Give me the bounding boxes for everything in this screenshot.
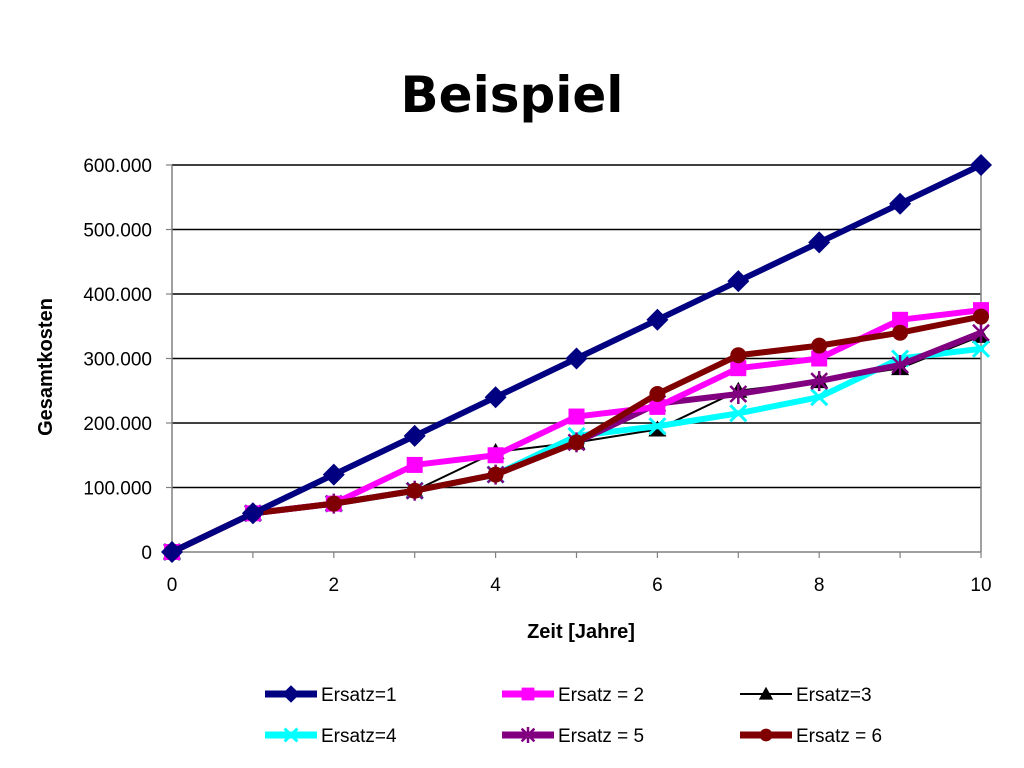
legend-label-3: Ersatz=3 xyxy=(796,685,872,706)
series-6-point-2 xyxy=(325,495,342,512)
y-tick-labels: 0 100.000 200.000 300.000 400.000 500.000 600.… xyxy=(83,156,152,564)
x-tick-labels: 0 2 4 6 8 10 xyxy=(167,575,992,596)
series-5-point-10 xyxy=(972,322,990,343)
x-axis-title: Zeit [Jahre] xyxy=(527,621,635,643)
y-tick-label-2: 200.000 xyxy=(83,414,152,435)
y-tick-label-3: 300.000 xyxy=(83,350,152,371)
x-tick-label-1: 2 xyxy=(329,575,340,596)
chart-title: Beispiel xyxy=(400,66,624,124)
legend: Ersatz=1 Ersatz = 2 Ersatz=3 Ersatz=4 Ersatz… xyxy=(265,685,882,747)
series-5-point-7 xyxy=(729,383,748,404)
series-2-point-8 xyxy=(811,350,828,367)
legend-swatch-marker-3 xyxy=(758,686,774,700)
legend-swatch-marker-1 xyxy=(282,685,300,703)
legend-swatch-marker-6 xyxy=(759,728,773,742)
legend-label-2: Ersatz = 2 xyxy=(558,685,644,706)
series-6-point-6 xyxy=(649,385,666,402)
legend-item-3: Ersatz=3 xyxy=(740,685,872,706)
legend-label-6: Ersatz = 6 xyxy=(796,726,882,747)
y-tick-label-0: 0 xyxy=(141,543,152,564)
y-axis-title: Gesamtkosten xyxy=(35,298,57,436)
series-2-point-6 xyxy=(649,398,666,415)
series-1-point-8 xyxy=(808,231,831,254)
y-tick-label-5: 500.000 xyxy=(83,221,152,242)
legend-label-4: Ersatz=4 xyxy=(321,726,397,747)
series-1-point-0 xyxy=(161,541,183,563)
legend-label-5: Ersatz = 5 xyxy=(558,726,644,747)
series-2-point-4 xyxy=(487,447,504,464)
series-1-point-1 xyxy=(241,502,264,525)
series-2-point-5 xyxy=(568,408,585,425)
x-tick-label-3: 6 xyxy=(652,575,663,596)
series-2-point-3 xyxy=(406,456,423,473)
legend-swatch-marker-4 xyxy=(283,727,299,743)
series-1-point-4 xyxy=(484,386,507,409)
series-4-point-6 xyxy=(648,417,667,436)
series-2-point-9 xyxy=(892,311,909,328)
series-4-point-10 xyxy=(971,339,991,358)
series-6-point-10 xyxy=(973,308,989,325)
series-5-point-8 xyxy=(810,371,829,392)
legend-item-6: Ersatz = 6 xyxy=(740,726,882,747)
series-2-line xyxy=(169,307,984,555)
legend-item-2: Ersatz = 2 xyxy=(502,685,644,706)
series-1-point-9 xyxy=(889,192,912,215)
legend-label-1: Ersatz=1 xyxy=(321,685,397,706)
x-tick-label-4: 8 xyxy=(814,575,825,596)
series-6-point-7 xyxy=(730,347,747,364)
series-1-point-2 xyxy=(322,463,345,486)
series-2-point-7 xyxy=(730,360,747,377)
series-1 xyxy=(161,154,992,563)
legend-item-5: Ersatz = 5 xyxy=(502,726,644,747)
legend-swatch-marker-5 xyxy=(520,727,536,743)
series-1-point-3 xyxy=(403,424,426,447)
series-6-point-8 xyxy=(811,337,828,354)
series-5-point-9 xyxy=(891,354,909,375)
y-tick-label-1: 100.000 xyxy=(83,479,152,500)
series-4-point-7 xyxy=(729,404,748,423)
x-tick-label-2: 4 xyxy=(490,575,501,596)
series-1-point-5 xyxy=(565,347,588,370)
series-4-point-8 xyxy=(810,388,829,407)
legend-swatch-marker-2 xyxy=(521,687,535,701)
y-tick-label-6: 600.000 xyxy=(83,156,152,177)
legend-item-1: Ersatz=1 xyxy=(265,685,397,706)
legend-item-4: Ersatz=4 xyxy=(265,726,397,747)
series-6-point-9 xyxy=(892,324,909,341)
y-tick-label-4: 400.000 xyxy=(83,285,152,306)
x-tick-label-5: 10 xyxy=(970,575,991,596)
series-6-point-4 xyxy=(487,466,504,483)
series-1-point-6 xyxy=(646,308,669,331)
series-lines xyxy=(161,154,992,563)
series-6-point-3 xyxy=(406,482,423,499)
series-6-point-5 xyxy=(568,434,585,451)
series-1-point-10 xyxy=(970,154,992,176)
x-tick-label-0: 0 xyxy=(167,575,178,596)
series-1-point-7 xyxy=(727,270,750,293)
